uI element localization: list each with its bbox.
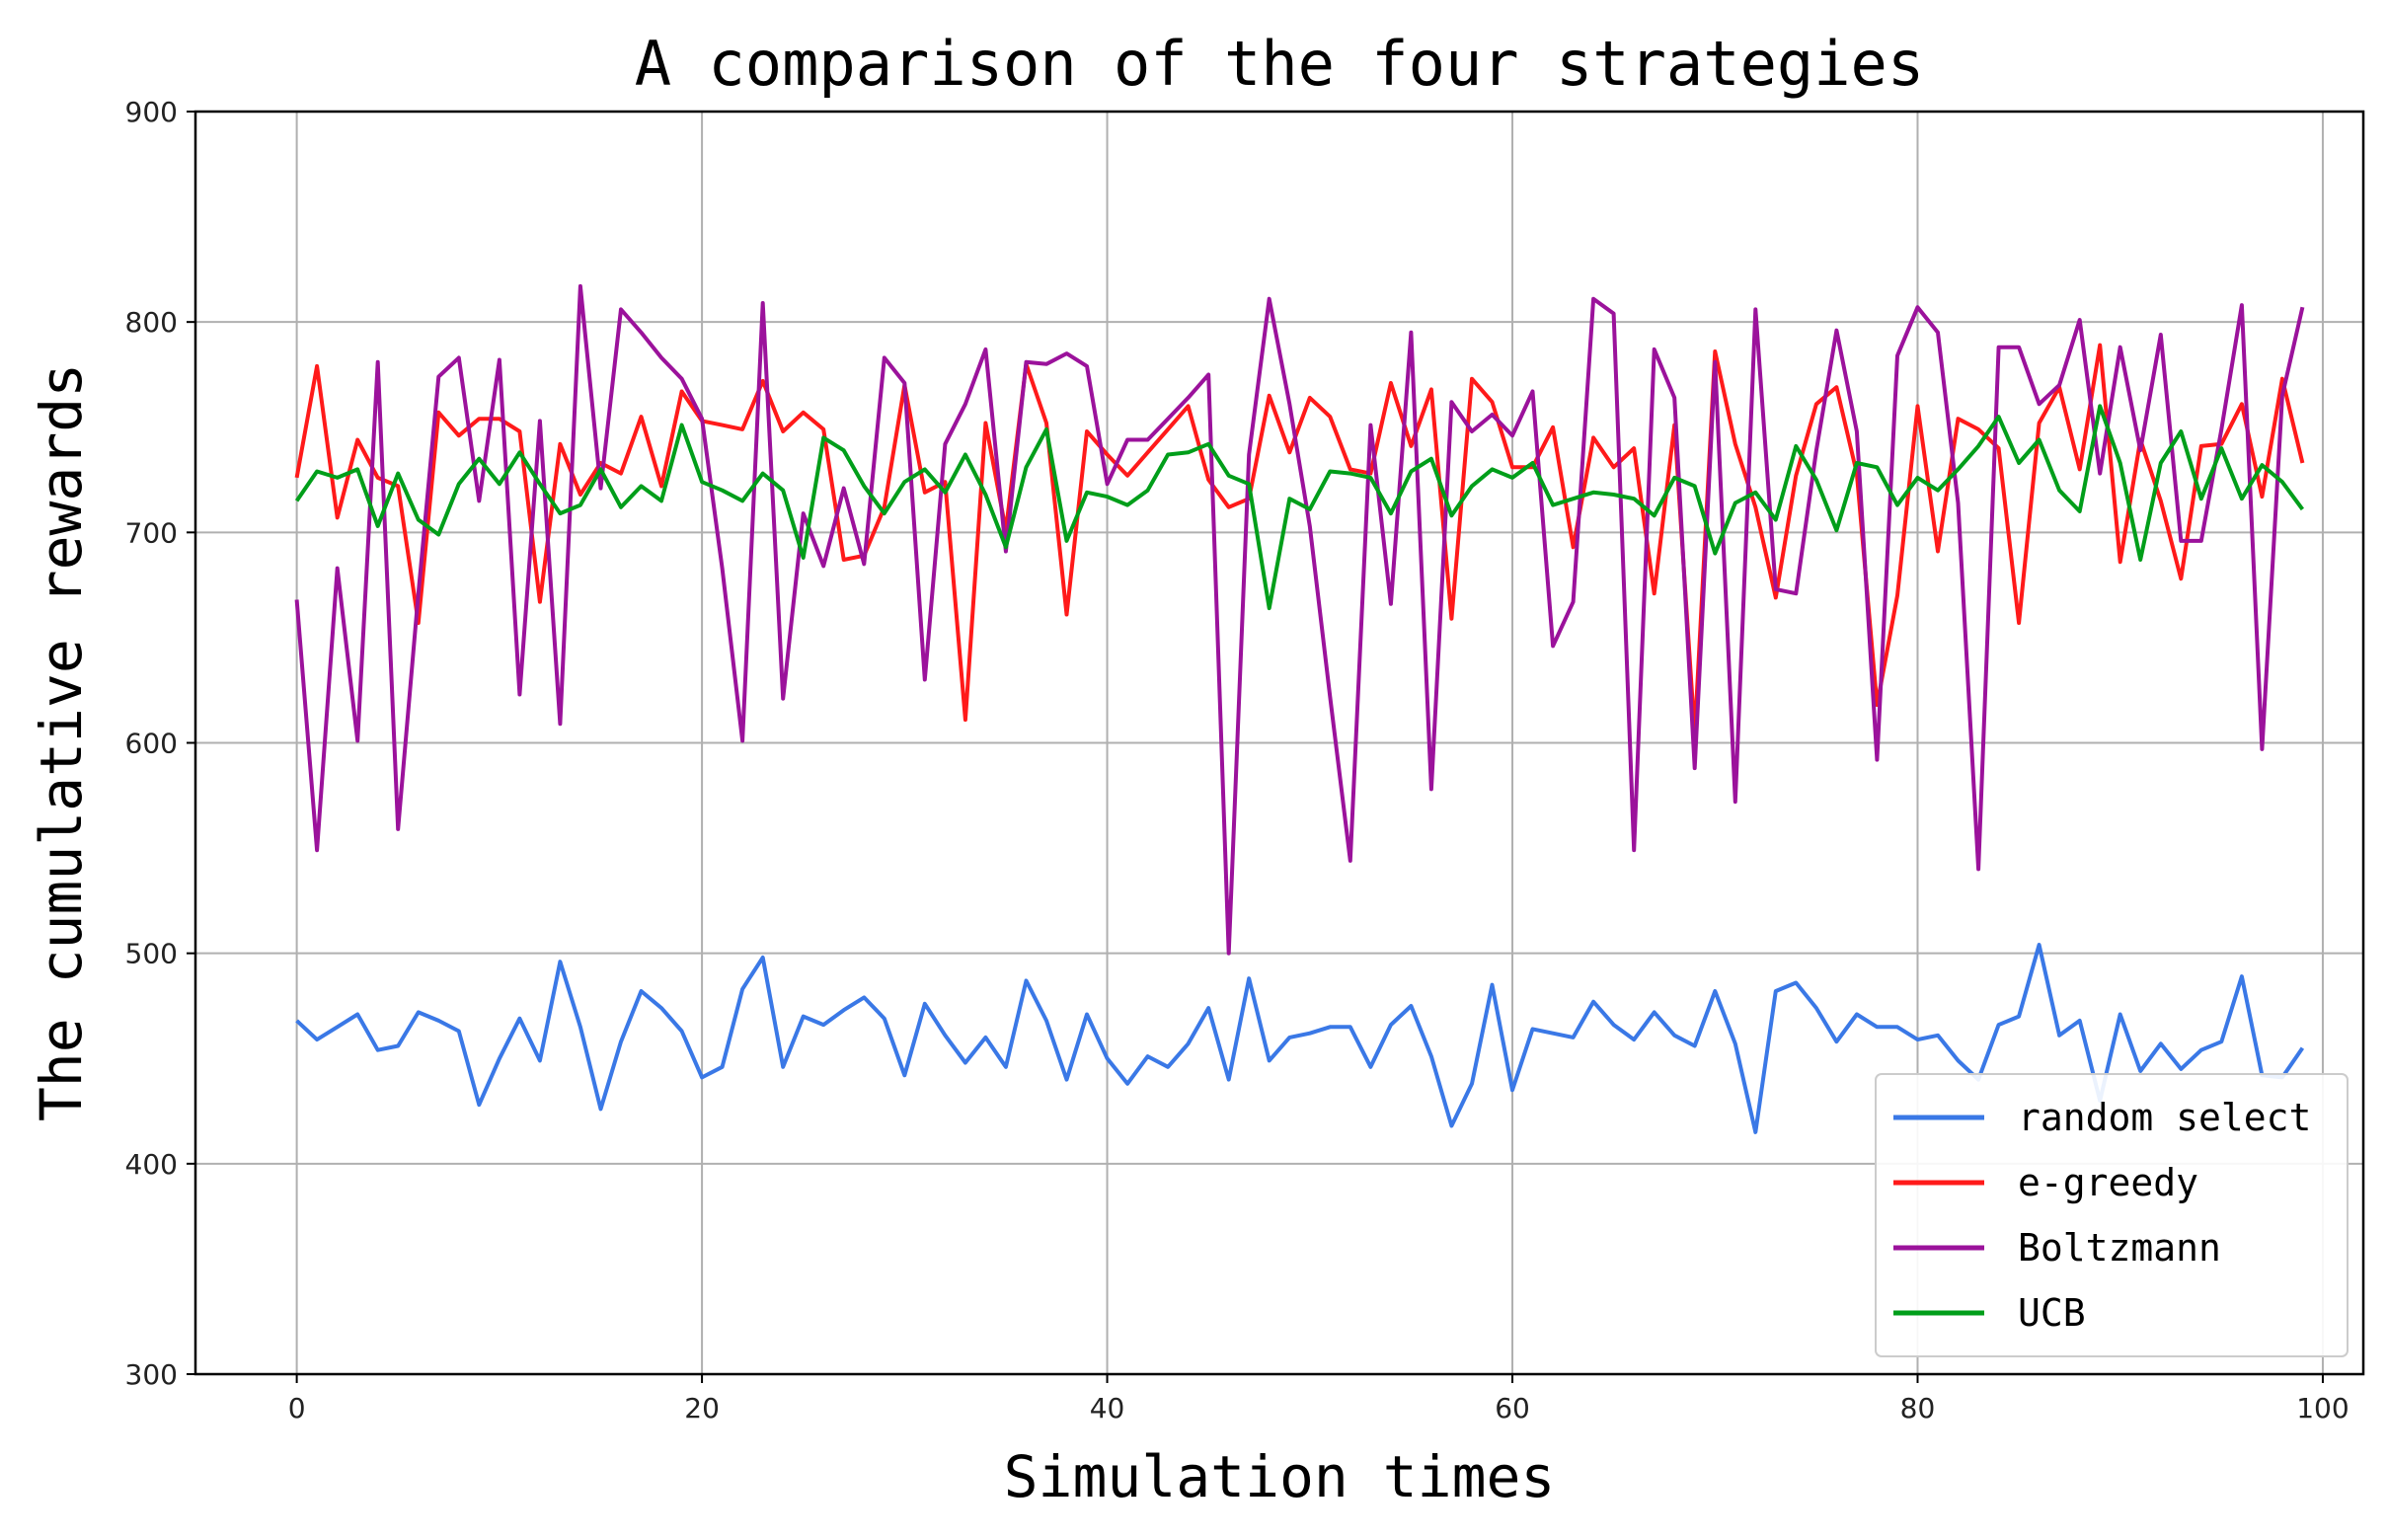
legend: random select e-greedy Boltzmann UCB xyxy=(1875,1073,2349,1357)
x-tick-label: 100 xyxy=(2296,1392,2349,1424)
y-tick-label: 600 xyxy=(125,728,178,760)
y-axis-label: The cumulative rewards xyxy=(28,363,95,1121)
series-line-boltzmann xyxy=(294,283,2305,956)
x-tick-label: 20 xyxy=(684,1392,720,1424)
y-tick-label: 500 xyxy=(125,938,178,970)
x-tick-label: 0 xyxy=(288,1392,306,1424)
legend-label-boltzmann: Boltzmann xyxy=(2018,1226,2221,1270)
tick-layer: 0 20 40 60 80 100 300 400 500 600 700 800 900 xyxy=(125,96,2349,1424)
chart-title: A comparison of the four strategies xyxy=(635,28,1924,100)
legend-label-random-select: random select xyxy=(2018,1096,2311,1139)
y-tick-label: 900 xyxy=(125,96,178,128)
series-line-e-greedy xyxy=(294,343,2305,736)
legend-box xyxy=(1875,1073,2349,1357)
y-tick-label: 800 xyxy=(125,306,178,339)
y-tick-label: 700 xyxy=(125,516,178,549)
x-tick-label: 60 xyxy=(1495,1392,1530,1424)
x-tick-label: 40 xyxy=(1090,1392,1125,1424)
legend-label-e-greedy: e-greedy xyxy=(2018,1161,2198,1204)
series-layer xyxy=(294,283,2305,1134)
series-line-ucb xyxy=(294,404,2305,611)
x-tick-label: 80 xyxy=(1900,1392,1936,1424)
y-tick-label: 300 xyxy=(125,1358,178,1391)
series-line-random-select xyxy=(295,943,2305,1134)
x-axis-label: Simulation times xyxy=(1004,1443,1556,1510)
legend-label-ucb: UCB xyxy=(2018,1291,2086,1335)
y-tick-label: 400 xyxy=(125,1148,178,1181)
